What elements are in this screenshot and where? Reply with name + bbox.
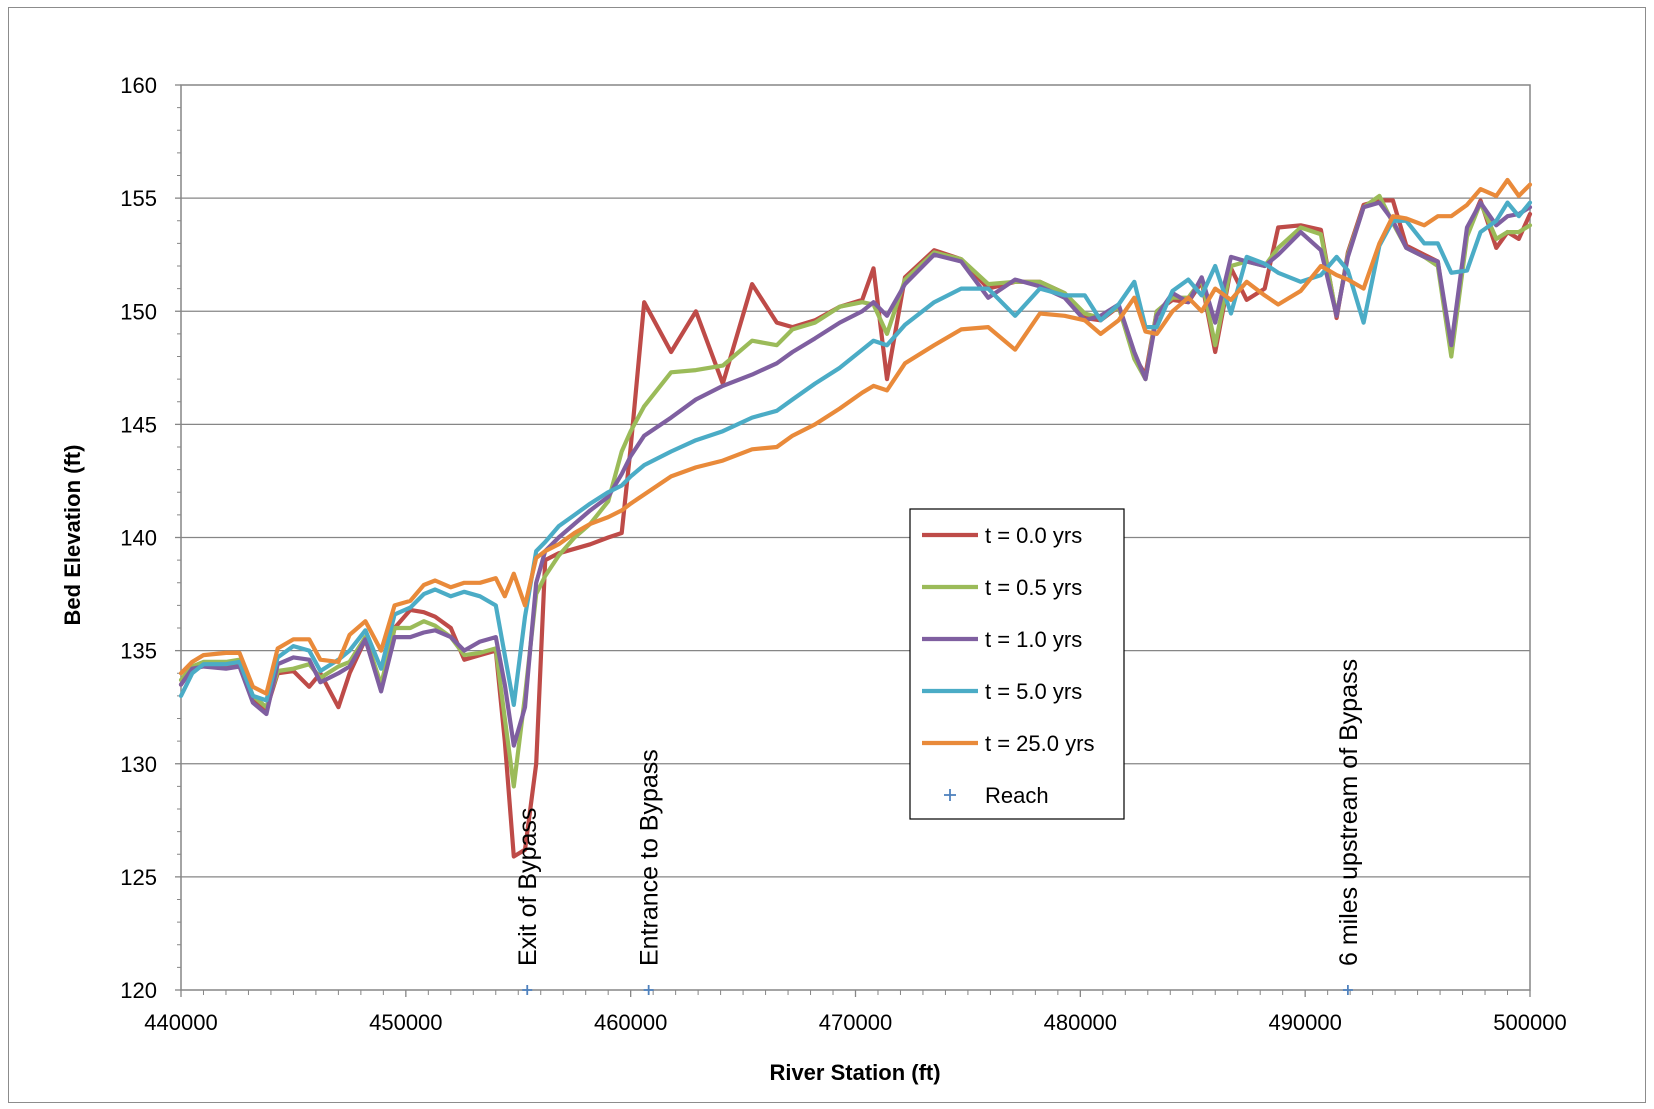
y-axis-title: Bed Elevation (ft) <box>60 445 85 626</box>
reach-marker <box>522 985 533 995</box>
annotation-label: 6 miles upstream of Bypass <box>1335 659 1363 966</box>
series-line-2 <box>178 200 1533 748</box>
x-tick-label: 440000 <box>144 1010 217 1035</box>
series-line-0 <box>178 198 1533 859</box>
y-tick-label: 160 <box>120 73 157 98</box>
y-tick-label: 150 <box>120 299 157 324</box>
y-tick-label: 135 <box>120 639 157 664</box>
legend-item: t = 25.0 yrs <box>922 731 1094 756</box>
x-tick-label: 450000 <box>369 1010 442 1035</box>
y-tick-label: 140 <box>120 526 157 551</box>
series-line-4 <box>178 177 1533 696</box>
legend-item: t = 0.0 yrs <box>922 523 1082 548</box>
y-tick-label: 130 <box>120 752 157 777</box>
y-tick-label: 155 <box>120 186 157 211</box>
legend-label: t = 0.0 yrs <box>985 523 1082 548</box>
x-tick-label: 470000 <box>819 1010 892 1035</box>
annotations: Exit of Bypass Entrance to Bypass 6 miles … <box>514 659 1363 966</box>
x-axis-title: River Station (ft) <box>769 1060 940 1085</box>
legend-box <box>909 508 1125 820</box>
reach-marker <box>1342 985 1353 995</box>
y-tick-label: 125 <box>120 865 157 890</box>
y-tick-label: 145 <box>120 412 157 437</box>
x-tick-label: 480000 <box>1044 1010 1117 1035</box>
x-tick-label: 500000 <box>1493 1010 1566 1035</box>
legend-label: t = 1.0 yrs <box>985 627 1082 652</box>
legend-label: t = 5.0 yrs <box>985 679 1082 704</box>
x-tick-label: 460000 <box>594 1010 667 1035</box>
legend-label: t = 25.0 yrs <box>985 731 1094 756</box>
legend-item: t = 1.0 yrs <box>922 627 1082 652</box>
series-lines <box>178 177 1533 859</box>
legend-label: t = 0.5 yrs <box>985 575 1082 600</box>
legend-item-reach: Reach <box>944 783 1049 808</box>
legend-item: t = 0.5 yrs <box>922 575 1082 600</box>
annotation-label: Exit of Bypass <box>514 808 542 966</box>
legend-label: Reach <box>985 783 1049 808</box>
x-tick-label: 490000 <box>1268 1010 1341 1035</box>
y-tick-label: 120 <box>120 978 157 1003</box>
legend-item: t = 5.0 yrs <box>922 679 1082 704</box>
reach-marker <box>643 985 654 995</box>
axis-ticks: 120 125 130 135 140 145 150 155 160 440000 450000 4… <box>120 73 1566 1035</box>
gridlines <box>181 197 1530 878</box>
reach-markers <box>522 985 1353 995</box>
legend: t = 0.0 yrs t = 0.5 yrs t = 1.0 yrs t = 5.0… <box>909 508 1125 820</box>
chart-frame <box>8 7 1646 1103</box>
annotation-label: Entrance to Bypass <box>636 749 664 966</box>
series-line-3 <box>178 200 1533 708</box>
